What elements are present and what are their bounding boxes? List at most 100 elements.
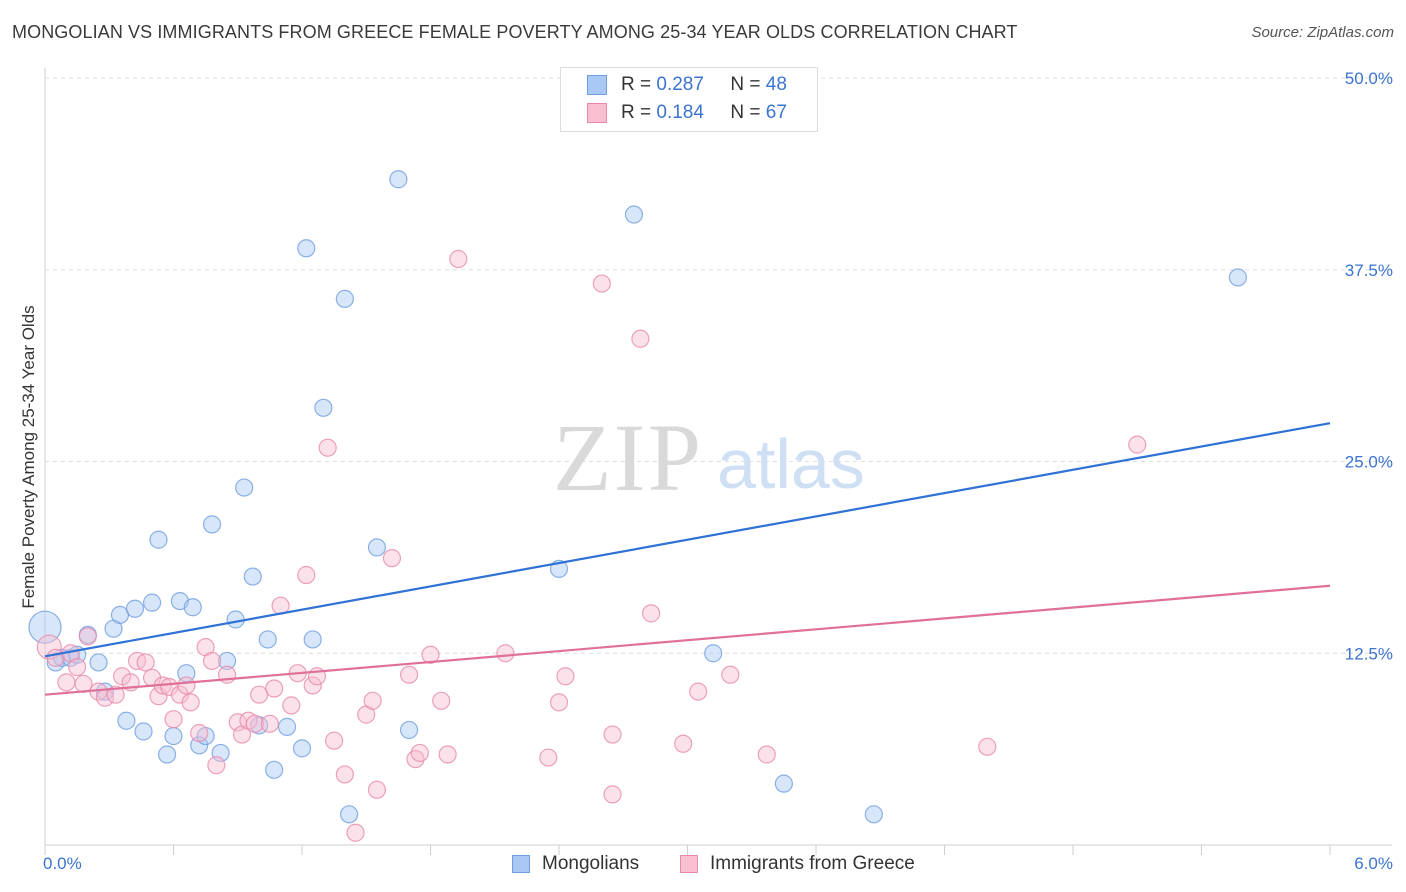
mongolian-point bbox=[89, 653, 108, 672]
mongolian-point bbox=[258, 630, 277, 649]
mongolian-point bbox=[1228, 268, 1248, 287]
legend-swatch-greece bbox=[680, 855, 698, 873]
greece-point bbox=[282, 696, 301, 715]
greece-point bbox=[410, 743, 429, 763]
mongolian-point bbox=[297, 239, 316, 258]
greece-point bbox=[36, 634, 62, 660]
legend-swatch-mongolians bbox=[512, 855, 530, 873]
stats-row-mongolians: R = 0.287 N = 48 bbox=[587, 74, 787, 96]
legend-label-greece: Immigrants from Greece bbox=[710, 853, 915, 874]
stats-n-value: 67 bbox=[765, 102, 787, 123]
x-tick-label: 0.0% bbox=[43, 854, 82, 873]
legend-label-mongolians: Mongolians bbox=[542, 853, 640, 874]
mongolian-point bbox=[117, 711, 136, 730]
x-tick-label: 6.0% bbox=[1354, 854, 1393, 873]
greece-point bbox=[136, 653, 155, 672]
y-tick-label: 37.5% bbox=[1345, 261, 1393, 280]
stats-n-value: 48 bbox=[765, 74, 787, 95]
greece-point bbox=[177, 676, 196, 695]
stats-legend: R = 0.287 N = 48 R = 0.184 N = 67 bbox=[560, 67, 818, 132]
mongolian-point bbox=[389, 170, 408, 189]
greece-point bbox=[978, 737, 997, 756]
mongolian-point bbox=[235, 478, 254, 497]
mongolian-point bbox=[142, 593, 162, 612]
mongolian-point bbox=[399, 720, 419, 740]
mongolian-point bbox=[340, 805, 359, 824]
y-tick-label: 25.0% bbox=[1345, 453, 1393, 472]
greece-point bbox=[438, 745, 457, 764]
greece-point bbox=[207, 756, 226, 775]
greece-point bbox=[496, 644, 515, 663]
greece-point bbox=[539, 748, 558, 767]
mongolian-point bbox=[149, 530, 168, 549]
greece-trend-line bbox=[44, 584, 1331, 696]
greece-point bbox=[631, 329, 650, 348]
trend-layer bbox=[44, 422, 1331, 696]
legend-item-mongolians[interactable]: Mongolians bbox=[512, 853, 639, 875]
watermark-atlas: atlas bbox=[717, 425, 865, 503]
stats-r-label: R = bbox=[621, 74, 652, 95]
greece-point bbox=[265, 679, 284, 698]
greece-point bbox=[432, 691, 451, 710]
mongolian-point bbox=[864, 805, 883, 824]
greece-point bbox=[303, 676, 322, 695]
greece-point bbox=[603, 785, 622, 804]
mongolian-point bbox=[303, 630, 322, 649]
greece-point bbox=[1128, 435, 1147, 454]
source-label: Source: ZipAtlas.com bbox=[1251, 24, 1394, 41]
greece-point bbox=[260, 714, 279, 733]
mongolian-point bbox=[367, 538, 387, 557]
greece-point bbox=[641, 604, 661, 623]
greece-point bbox=[367, 780, 387, 799]
chart-title: MONGOLIAN VS IMMIGRANTS FROM GREECE FEMA… bbox=[12, 22, 1018, 42]
mongolian-point bbox=[335, 289, 354, 308]
greece-point bbox=[57, 673, 76, 692]
greece-point bbox=[556, 667, 575, 686]
mongolian-point bbox=[226, 610, 245, 629]
legend-item-greece[interactable]: Immigrants from Greece bbox=[680, 853, 915, 875]
greece-point bbox=[346, 823, 365, 842]
greece-point bbox=[318, 438, 337, 457]
mongolian-point bbox=[292, 739, 312, 758]
mongolian-point bbox=[624, 205, 644, 224]
grid-layer bbox=[45, 77, 1392, 654]
greece-point bbox=[190, 723, 209, 743]
mongolian-point bbox=[164, 726, 183, 746]
greece-point bbox=[757, 745, 776, 764]
greece-point bbox=[245, 714, 264, 733]
greece-point bbox=[78, 627, 97, 646]
mongolian-point bbox=[774, 774, 793, 793]
mongolian-point bbox=[202, 515, 222, 534]
mongolian-point bbox=[277, 717, 297, 736]
y-tick-label: 50.0% bbox=[1345, 69, 1393, 88]
mongolian-point bbox=[134, 722, 153, 741]
mongolian-point bbox=[125, 599, 145, 618]
greece-point bbox=[421, 645, 440, 664]
greece-point bbox=[181, 693, 200, 712]
mongolian-point bbox=[95, 682, 115, 701]
mongolian-point bbox=[704, 644, 723, 663]
mongolian-trend-line bbox=[44, 422, 1331, 658]
greece-point bbox=[202, 651, 222, 671]
mongolian-point bbox=[217, 651, 237, 671]
stats-swatch-greece bbox=[587, 103, 607, 123]
greece-point bbox=[689, 682, 708, 701]
axis-layer: 12.5% 25.0% 37.5% 50.0% 0.0% 6.0% bbox=[43, 68, 1393, 873]
greece-point bbox=[297, 565, 316, 585]
greece-point bbox=[674, 734, 693, 753]
greece-point bbox=[68, 657, 87, 677]
greece-point bbox=[592, 274, 611, 293]
greece-point bbox=[46, 648, 65, 667]
greece-point bbox=[382, 549, 402, 568]
bottom-legend: Mongolians Immigrants from Greece bbox=[0, 850, 1406, 880]
stats-r-label: R = bbox=[621, 102, 652, 123]
stats-r-value: 0.287 bbox=[656, 74, 704, 95]
mongolian-point bbox=[243, 567, 262, 586]
greece-point bbox=[399, 665, 419, 684]
greece-point bbox=[449, 249, 468, 269]
greece-point bbox=[363, 691, 382, 710]
y-tick-label: 12.5% bbox=[1345, 644, 1393, 663]
points-layer bbox=[28, 170, 1248, 842]
y-axis-label: Female Poverty Among 25-34 Year Olds bbox=[19, 305, 38, 608]
